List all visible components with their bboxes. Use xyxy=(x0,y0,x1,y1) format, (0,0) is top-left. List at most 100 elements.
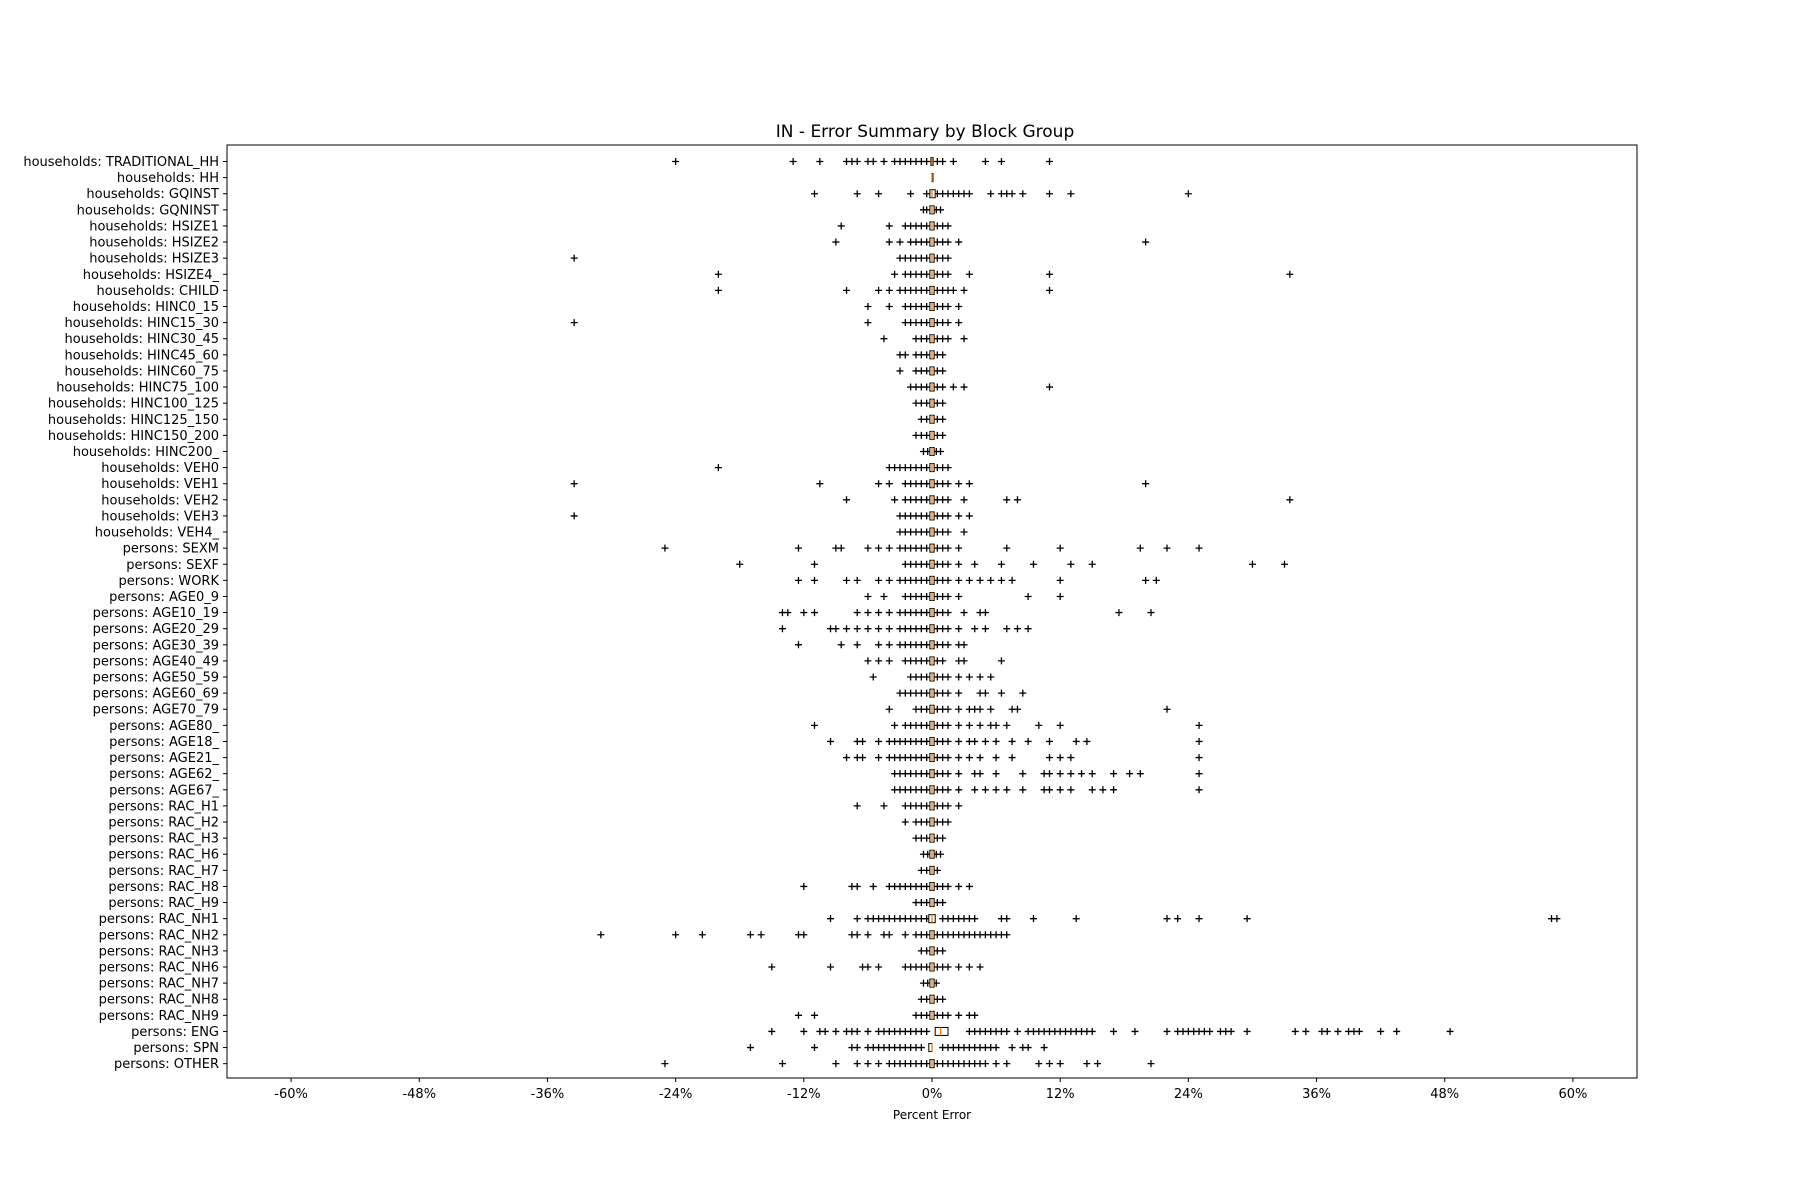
outlier-marker xyxy=(1056,1060,1064,1068)
outlier-marker xyxy=(1110,1027,1118,1035)
category-label: persons: AGE80_ xyxy=(109,719,219,734)
outlier-marker xyxy=(1099,786,1107,794)
outlier-marker xyxy=(1393,1027,1401,1035)
outlier-marker xyxy=(955,576,963,584)
outlier-marker xyxy=(853,609,861,617)
x-tick-label: -12% xyxy=(787,1087,821,1102)
outlier-marker xyxy=(869,673,877,681)
outlier-marker xyxy=(944,254,952,262)
outlier-marker xyxy=(1152,576,1160,584)
outlier-marker xyxy=(570,254,578,262)
box-series xyxy=(912,898,947,908)
outlier-marker xyxy=(923,544,931,552)
outlier-marker xyxy=(971,625,979,633)
category-label: persons: RAC_NH3 xyxy=(99,944,219,959)
outlier-marker xyxy=(1067,786,1075,794)
outlier-marker xyxy=(1056,754,1064,762)
outlier-marker xyxy=(981,689,989,697)
outlier-marker xyxy=(939,158,947,165)
box-series xyxy=(864,656,1005,666)
outlier-marker xyxy=(1355,1027,1363,1035)
outlier-marker xyxy=(875,1060,883,1068)
box-series xyxy=(931,173,934,183)
outlier-marker xyxy=(853,931,861,939)
outlier-marker xyxy=(843,496,851,504)
outlier-marker xyxy=(896,367,904,375)
outlier-marker xyxy=(811,560,818,568)
outlier-marker xyxy=(768,963,776,971)
outlier-marker xyxy=(901,931,909,939)
outlier-marker xyxy=(1008,1044,1016,1052)
outlier-marker xyxy=(875,963,883,971)
box-series xyxy=(768,962,984,972)
category-label: persons: AGE67_ xyxy=(109,783,219,798)
outlier-marker xyxy=(746,931,754,939)
outlier-marker xyxy=(746,1044,754,1052)
outlier-marker xyxy=(944,818,952,826)
outlier-marker xyxy=(1019,786,1027,794)
outlier-marker xyxy=(923,206,931,214)
box-series xyxy=(917,994,947,1004)
outlier-marker xyxy=(923,270,931,278)
outlier-marker xyxy=(923,721,931,729)
outlier-marker xyxy=(923,866,931,874)
category-label: persons: AGE20_29 xyxy=(93,622,219,637)
outlier-marker xyxy=(901,818,909,826)
category-label: persons: AGE70_79 xyxy=(93,703,219,718)
outlier-marker xyxy=(736,560,744,568)
outlier-marker xyxy=(939,657,947,665)
outlier-marker xyxy=(944,319,952,327)
outlier-marker xyxy=(864,931,872,939)
outlier-marker xyxy=(976,721,984,729)
outlier-marker xyxy=(864,625,872,633)
outlier-marker xyxy=(923,673,931,681)
outlier-marker xyxy=(1046,754,1053,762)
outlier-marker xyxy=(923,302,931,310)
category-label: persons: AGE18_ xyxy=(109,735,219,750)
outlier-marker xyxy=(1040,1044,1048,1052)
outlier-marker xyxy=(976,705,984,713)
box-series xyxy=(919,205,945,215)
outlier-marker xyxy=(853,1027,861,1035)
box-series xyxy=(843,495,1294,505)
outlier-marker xyxy=(976,576,984,584)
category-label: households: HINC60_75 xyxy=(64,364,219,379)
outlier-marker xyxy=(875,544,883,552)
outlier-marker xyxy=(885,641,893,649)
outlier-marker xyxy=(864,657,872,665)
box-series xyxy=(896,688,1027,698)
outlier-marker xyxy=(923,238,931,246)
outlier-marker xyxy=(923,480,931,488)
outlier-marker xyxy=(955,512,963,520)
outlier-marker xyxy=(885,302,893,310)
outlier-marker xyxy=(923,963,931,971)
outlier-marker xyxy=(955,1011,963,1019)
outlier-marker xyxy=(800,609,808,617)
outlier-marker xyxy=(1024,1044,1032,1052)
outlier-marker xyxy=(997,657,1005,665)
outlier-marker xyxy=(944,625,952,633)
outlier-marker xyxy=(896,238,904,246)
outlier-marker xyxy=(944,335,952,343)
x-tick-label: 48% xyxy=(1430,1087,1459,1102)
category-label: persons: ENG xyxy=(131,1025,219,1040)
outlier-marker xyxy=(885,609,893,617)
outlier-marker xyxy=(955,238,963,246)
outlier-marker xyxy=(923,802,931,810)
box-series xyxy=(843,753,1203,763)
outlier-marker xyxy=(944,222,952,230)
outlier-marker xyxy=(965,721,973,729)
outlier-marker xyxy=(965,480,973,488)
outlier-marker xyxy=(1003,721,1011,729)
outlier-marker xyxy=(944,576,952,584)
box-series xyxy=(827,914,1561,924)
x-tick-label: 24% xyxy=(1174,1087,1203,1102)
outlier-marker xyxy=(965,882,973,890)
outlier-marker xyxy=(816,480,824,488)
outlier-marker xyxy=(869,882,877,890)
outlier-marker xyxy=(794,544,802,552)
outlier-marker xyxy=(1008,754,1016,762)
outlier-marker xyxy=(923,576,931,584)
outlier-marker xyxy=(811,1044,818,1052)
